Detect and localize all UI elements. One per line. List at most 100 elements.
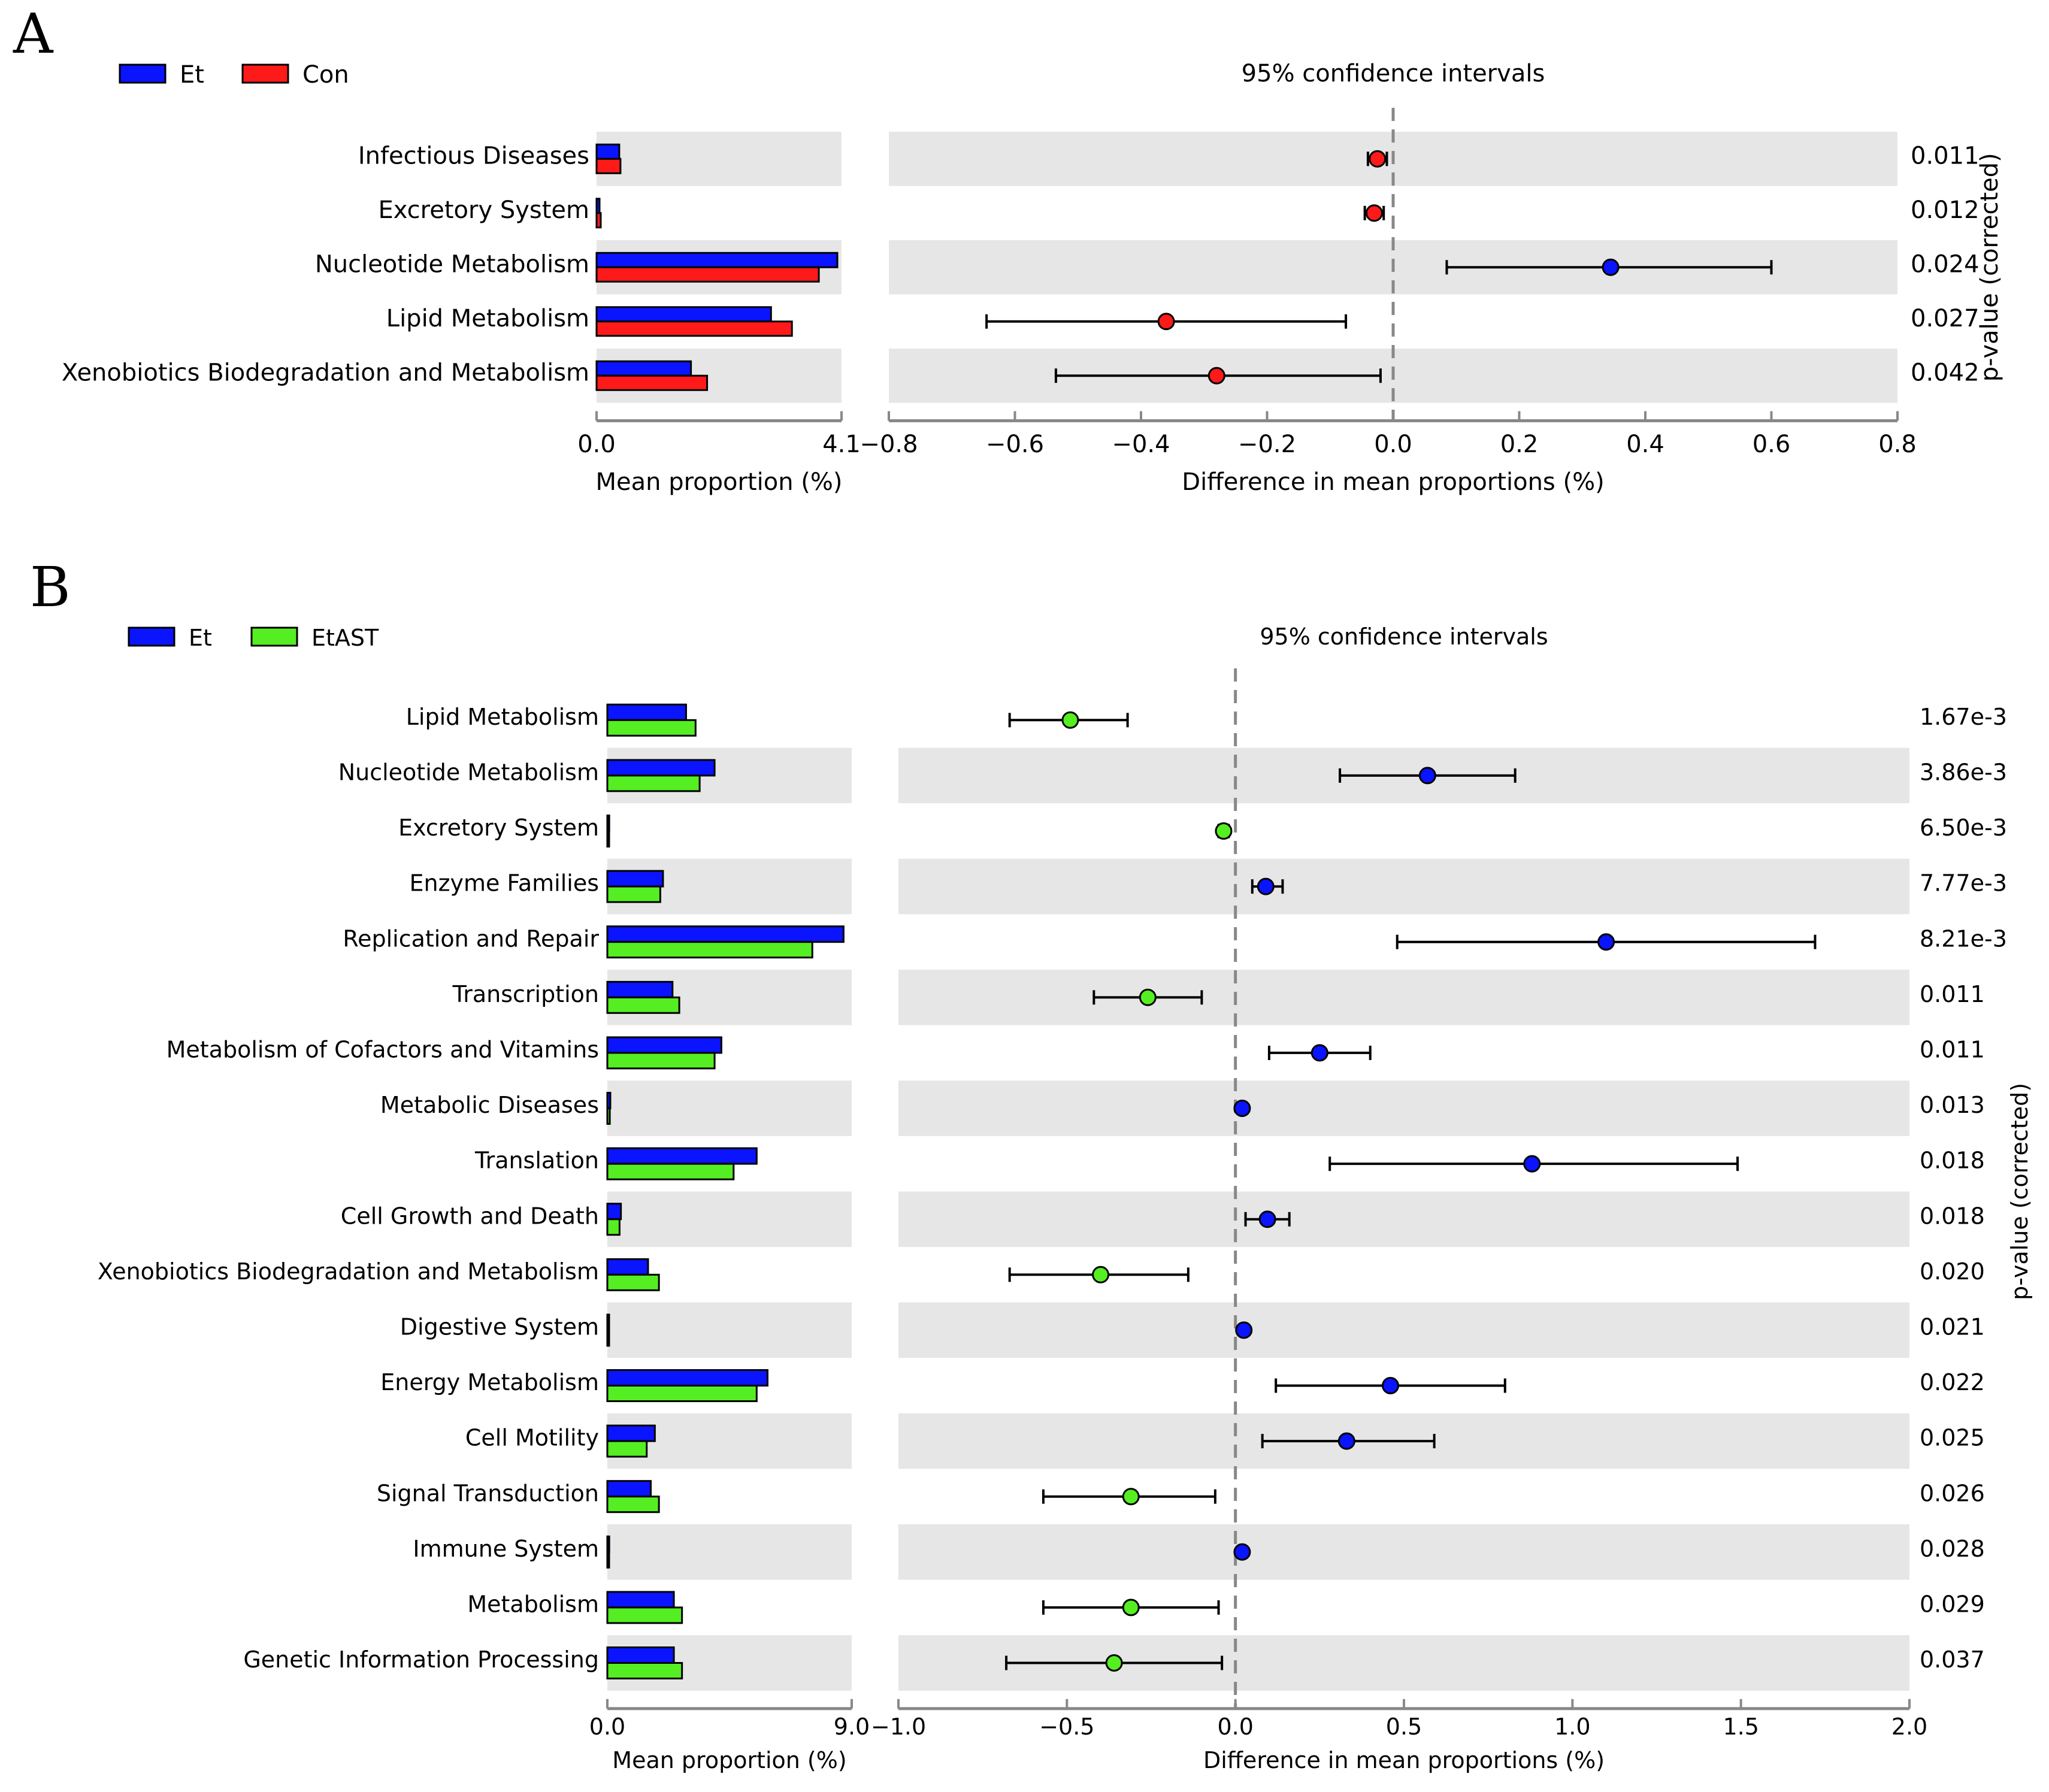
row-stripe-ci: [898, 1191, 1909, 1247]
legend-swatch-etast: [250, 626, 298, 647]
ci-point: [1061, 711, 1079, 729]
ci-x-tick-label: 1.0: [1554, 1714, 1590, 1740]
ci-point: [1235, 1321, 1253, 1339]
category-label: Cell Motility: [465, 1425, 599, 1451]
ci-x-axis-label: Difference in mean proportions (%): [1182, 468, 1604, 496]
bar-etast: [606, 1551, 610, 1569]
ci-x-axis-label: Difference in mean proportions (%): [1203, 1747, 1605, 1773]
legend-label-etast: EtAST: [311, 625, 379, 651]
category-label: Translation: [474, 1148, 599, 1174]
p-value: 0.028: [1920, 1536, 1985, 1562]
ci-point: [1258, 1210, 1276, 1228]
p-value: 0.024: [1911, 250, 1980, 278]
bar-et: [606, 703, 687, 721]
bar-et: [595, 252, 839, 268]
bar-et: [606, 1591, 675, 1609]
category-label: Energy Metabolism: [380, 1369, 599, 1396]
p-value: 0.011: [1911, 142, 1980, 169]
bar-etast: [606, 1218, 621, 1236]
bar-etast: [606, 774, 701, 792]
category-label: Cell Growth and Death: [341, 1203, 599, 1229]
bar-etast: [606, 1329, 610, 1347]
ci-point: [1602, 258, 1620, 276]
bar-et: [606, 980, 674, 998]
ci-x-tick-label: 0.5: [1386, 1714, 1422, 1740]
ci-x-tick-label: 0.6: [1753, 431, 1791, 458]
category-label: Enzyme Families: [409, 870, 599, 897]
p-value: 0.042: [1911, 359, 1980, 386]
bar-etast: [606, 941, 813, 959]
bar-et: [606, 1313, 610, 1331]
ci-title: 95% confidence intervals: [1260, 623, 1548, 650]
category-label: Infectious Diseases: [358, 142, 589, 169]
ci-x-tick-label: 0.0: [1374, 431, 1412, 458]
row-stripe-ci: [898, 858, 1909, 915]
ci-x-tick-label: 2.0: [1891, 1714, 1927, 1740]
bar-et: [606, 759, 716, 777]
bar-etast: [606, 1385, 758, 1402]
bar-et: [595, 143, 621, 160]
p-value-axis-label: p-value (corrected): [2006, 1083, 2033, 1300]
ci-point: [1233, 1100, 1251, 1117]
bar-etast: [606, 1662, 683, 1679]
category-label: Immune System: [413, 1536, 599, 1562]
category-label: Signal Transduction: [377, 1480, 599, 1506]
category-label: Excretory System: [378, 196, 589, 224]
p-value: 8.21e-3: [1920, 925, 2007, 952]
bar-x-tick-label: 4.1: [822, 431, 861, 458]
row-stripe-bar: [597, 132, 842, 186]
bar-et: [606, 1203, 622, 1221]
category-label: Transcription: [452, 981, 599, 1007]
legend-swatch-con: [241, 63, 289, 84]
bar-et: [606, 925, 845, 943]
bar-x-axis-label: Mean proportion (%): [596, 468, 843, 496]
bar-et: [606, 1424, 656, 1442]
category-label: Lipid Metabolism: [406, 704, 599, 730]
p-value: 0.027: [1911, 305, 1980, 332]
panel-b: B Et EtAST 95% confidence intervals Lipid Me…: [30, 555, 2033, 1773]
row-stripe-bar: [607, 1524, 852, 1580]
p-value: 0.022: [1920, 1369, 1985, 1396]
bar-etast: [606, 1496, 660, 1513]
ci-x-tick-label: 0.8: [1878, 431, 1917, 458]
legend-swatch-et: [119, 63, 167, 84]
ci-point: [1105, 1654, 1123, 1672]
panel-letter: A: [13, 2, 54, 66]
row-stripe-ci: [898, 1080, 1909, 1136]
legend-label-con: Con: [302, 61, 349, 89]
bar-et: [606, 815, 610, 832]
bar-etast: [606, 1107, 611, 1125]
ci-x-tick-label: −0.6: [986, 431, 1044, 458]
panel-a: A Et Con 95% confidence intervals Infectious…: [13, 2, 2003, 496]
category-label: Xenobiotics Biodegradation and Metabolis…: [62, 359, 589, 386]
ci-point: [1381, 1377, 1399, 1394]
ci-x-tick-label: −0.5: [1039, 1714, 1094, 1740]
bar-con: [595, 320, 793, 337]
category-label: Nucleotide Metabolism: [338, 759, 599, 786]
p-value: 0.012: [1911, 196, 1980, 224]
ci-point: [1122, 1488, 1140, 1506]
ci-point: [1337, 1432, 1355, 1450]
ci-x-tick-label: −0.2: [1238, 431, 1296, 458]
bar-et: [606, 1092, 612, 1109]
category-label: Excretory System: [398, 815, 599, 841]
ci-point: [1257, 877, 1275, 895]
p-value: 6.50e-3: [1920, 815, 2007, 841]
ci-x-tick-label: 0.2: [1500, 431, 1539, 458]
bar-et: [606, 870, 664, 888]
bar-et: [595, 360, 692, 377]
category-label: Genetic Information Processing: [243, 1646, 599, 1673]
row-stripe-ci: [898, 1524, 1909, 1580]
ci-point: [1418, 767, 1436, 785]
bar-et: [595, 198, 601, 214]
category-label: Metabolic Diseases: [380, 1092, 599, 1118]
bar-etast: [606, 1273, 660, 1291]
ci-title: 95% confidence intervals: [1242, 60, 1545, 87]
ci-point: [1215, 822, 1233, 840]
p-value: 0.013: [1920, 1092, 1985, 1118]
row-stripe-bar: [607, 1080, 852, 1136]
category-label: Nucleotide Metabolism: [315, 250, 589, 278]
p-value: 3.86e-3: [1920, 759, 2007, 786]
bar-etast: [606, 830, 610, 847]
ci-point: [1122, 1599, 1140, 1617]
